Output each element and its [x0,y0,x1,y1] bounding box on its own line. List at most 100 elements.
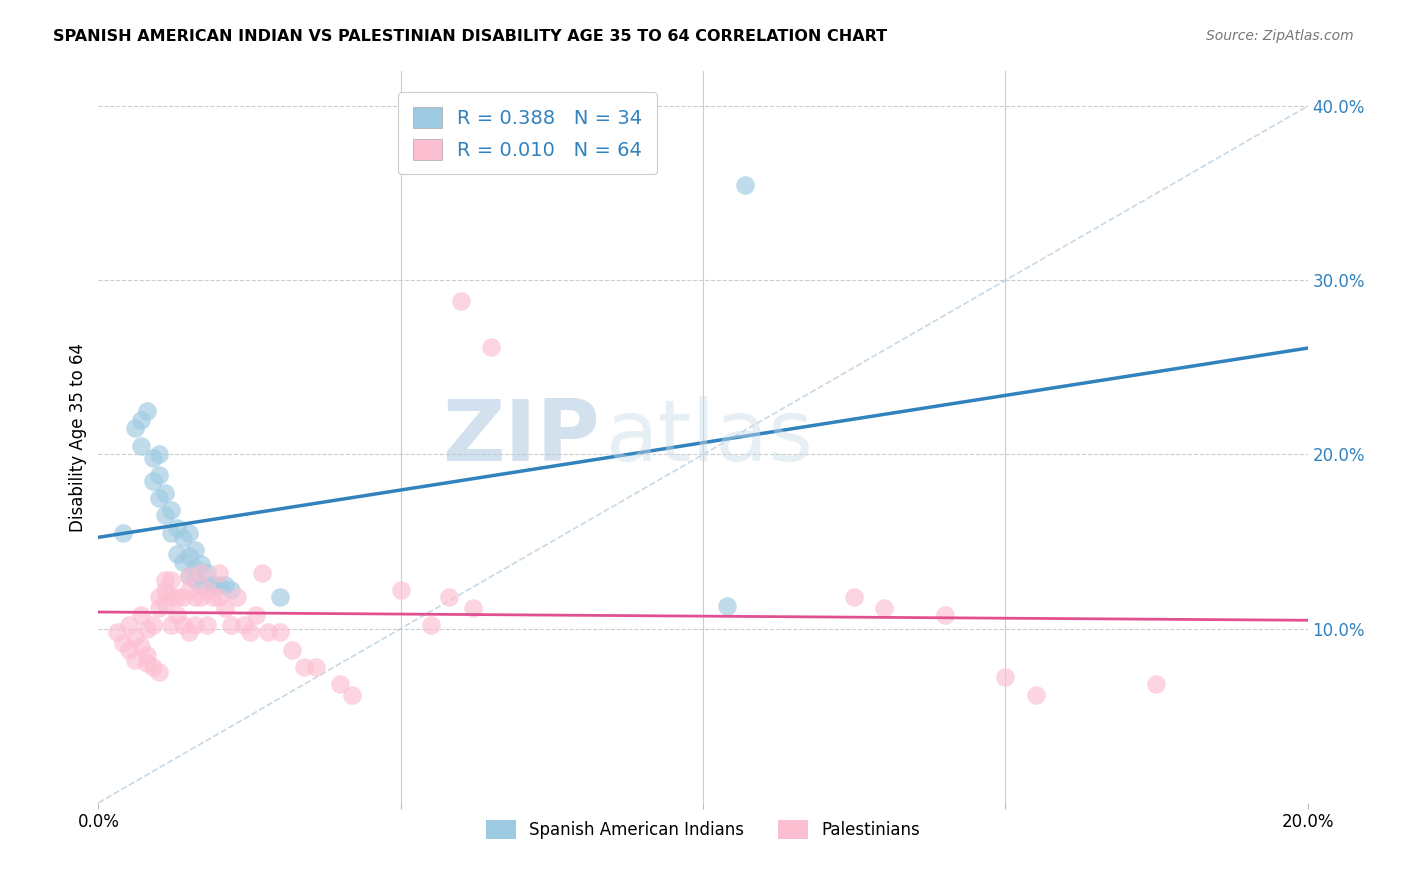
Point [202,591,225,605]
Point [179,525,201,540]
Point [184,543,207,558]
Point [190,591,212,605]
Text: atlas: atlas [606,395,814,479]
Point [281,642,304,657]
Point [148,491,170,505]
Point [172,591,194,605]
Point [118,642,141,657]
Point [208,566,231,580]
Point [160,525,183,540]
Point [124,421,146,435]
Point [172,556,194,570]
Point [226,591,249,605]
Point [166,547,188,561]
Text: ZIP: ZIP [443,395,600,479]
Point [250,566,273,580]
Point [179,569,201,583]
Point [184,560,207,574]
Point [245,607,267,622]
Point [160,591,183,605]
Point [160,573,183,587]
Point [135,622,157,636]
Point [450,294,472,309]
Point [160,618,183,632]
Point [105,625,128,640]
Point [208,591,231,605]
Legend: Spanish American Indians, Palestinians: Spanish American Indians, Palestinians [479,814,927,846]
Point [111,635,134,649]
Point [153,583,176,598]
Point [214,578,236,592]
Point [195,618,218,632]
Point [179,569,201,583]
Point [873,600,896,615]
Point [166,591,188,605]
Point [221,618,243,632]
Point [389,583,412,598]
Point [153,595,176,609]
Point [190,558,212,572]
Point [153,508,176,523]
Point [305,660,328,674]
Point [129,412,152,426]
Point [269,591,291,605]
Point [148,665,170,680]
Point [124,631,146,645]
Point [934,607,956,622]
Point [142,474,165,488]
Point [292,660,315,674]
Point [239,625,262,640]
Point [269,625,291,640]
Point [342,688,364,702]
Point [172,531,194,545]
Point [214,600,236,615]
Point [172,618,194,632]
Text: Source: ZipAtlas.com: Source: ZipAtlas.com [1206,29,1354,43]
Point [329,677,352,691]
Point [232,618,254,632]
Point [734,178,756,192]
Point [135,404,157,418]
Point [129,607,152,622]
Y-axis label: Disability Age 35 to 64: Disability Age 35 to 64 [69,343,87,532]
Point [844,591,866,605]
Point [135,648,157,662]
Point [135,657,157,671]
Text: SPANISH AMERICAN INDIAN VS PALESTINIAN DISABILITY AGE 35 TO 64 CORRELATION CHART: SPANISH AMERICAN INDIAN VS PALESTINIAN D… [53,29,887,44]
Point [142,618,165,632]
Point [160,503,183,517]
Point [148,448,170,462]
Point [148,468,170,483]
Point [463,600,485,615]
Point [111,525,134,540]
Point [179,583,201,598]
Point [118,618,141,632]
Point [221,583,243,598]
Point [437,591,460,605]
Point [195,583,218,598]
Point [148,600,170,615]
Point [129,639,152,653]
Point [166,521,188,535]
Point [420,618,443,632]
Point [179,549,201,563]
Point [142,660,165,674]
Point [208,578,231,592]
Point [202,578,225,592]
Point [142,450,165,465]
Point [179,625,201,640]
Point [184,591,207,605]
Point [190,578,212,592]
Point [190,566,212,580]
Point [256,625,278,640]
Point [129,439,152,453]
Point [184,573,207,587]
Point [716,599,738,613]
Point [166,607,188,622]
Point [148,591,170,605]
Point [481,339,503,353]
Point [124,653,146,667]
Point [1144,677,1167,691]
Point [153,485,176,500]
Point [195,566,218,580]
